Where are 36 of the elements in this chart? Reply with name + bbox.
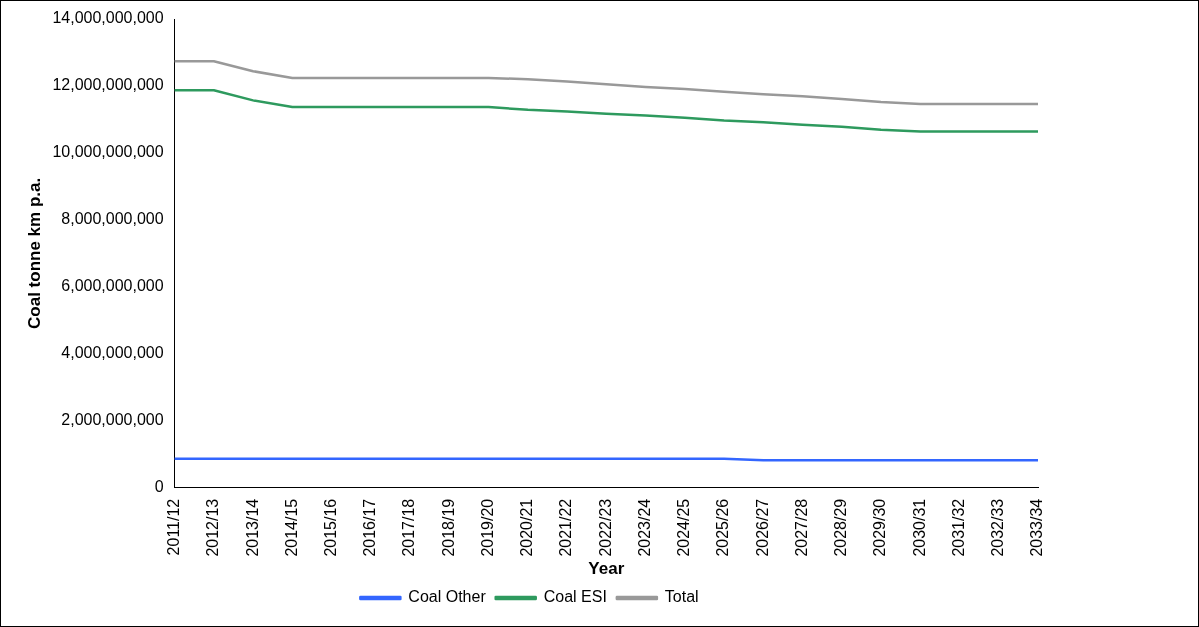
y-tick-label: 0 (154, 478, 164, 496)
x-tick-label: 2011/12 (165, 498, 183, 556)
x-tick-label: 2027/28 (792, 498, 810, 557)
x-tick-label: 2018/19 (439, 498, 457, 557)
y-tick-label: 6,000,000,000 (61, 277, 164, 295)
x-tick-label: 2015/16 (322, 498, 339, 557)
x-tick-label: 2017/18 (400, 498, 418, 557)
y-axis-title: Coal tonne km p.a. (24, 177, 44, 329)
legend-label: Coal ESI (543, 588, 607, 606)
y-tick-label: 12,000,000,000 (52, 76, 164, 94)
y-tick-label: 4,000,000,000 (61, 344, 164, 362)
x-tick-label: 2016/17 (361, 498, 379, 557)
x-tick-label: 2021/22 (557, 498, 575, 557)
x-tick-label: 2025/26 (714, 498, 732, 557)
y-tick-label: 14,000,000,000 (52, 9, 164, 27)
x-tick-label: 2022/23 (596, 498, 614, 557)
x-tick-label: 2014/15 (282, 498, 300, 557)
x-tick-label: 2024/25 (675, 498, 693, 557)
x-tick-label: 2026/27 (753, 498, 771, 557)
x-tick-label: 2031/32 (949, 498, 967, 557)
x-tick-label: 2020/21 (518, 498, 536, 557)
x-tick-label: 2028/29 (832, 498, 850, 557)
x-tick-label: 2032/33 (989, 498, 1007, 557)
y-tick-label: 8,000,000,000 (61, 210, 164, 228)
legend-label: Coal Other (408, 588, 487, 606)
x-tick-label: 2030/31 (910, 498, 928, 557)
y-tick-label: 2,000,000,000 (61, 411, 164, 429)
x-tick-label: 2012/13 (204, 498, 222, 557)
x-axis-title: Year (588, 559, 625, 579)
y-tick-label: 10,000,000,000 (52, 143, 164, 161)
x-tick-label: 2013/14 (243, 498, 261, 557)
legend-label: Total (664, 588, 699, 606)
x-tick-label: 2019/20 (478, 498, 496, 557)
x-tick-label: 2029/30 (871, 498, 889, 557)
x-tick-label: 2023/24 (635, 498, 653, 557)
x-tick-label: 2033/34 (1028, 498, 1046, 557)
